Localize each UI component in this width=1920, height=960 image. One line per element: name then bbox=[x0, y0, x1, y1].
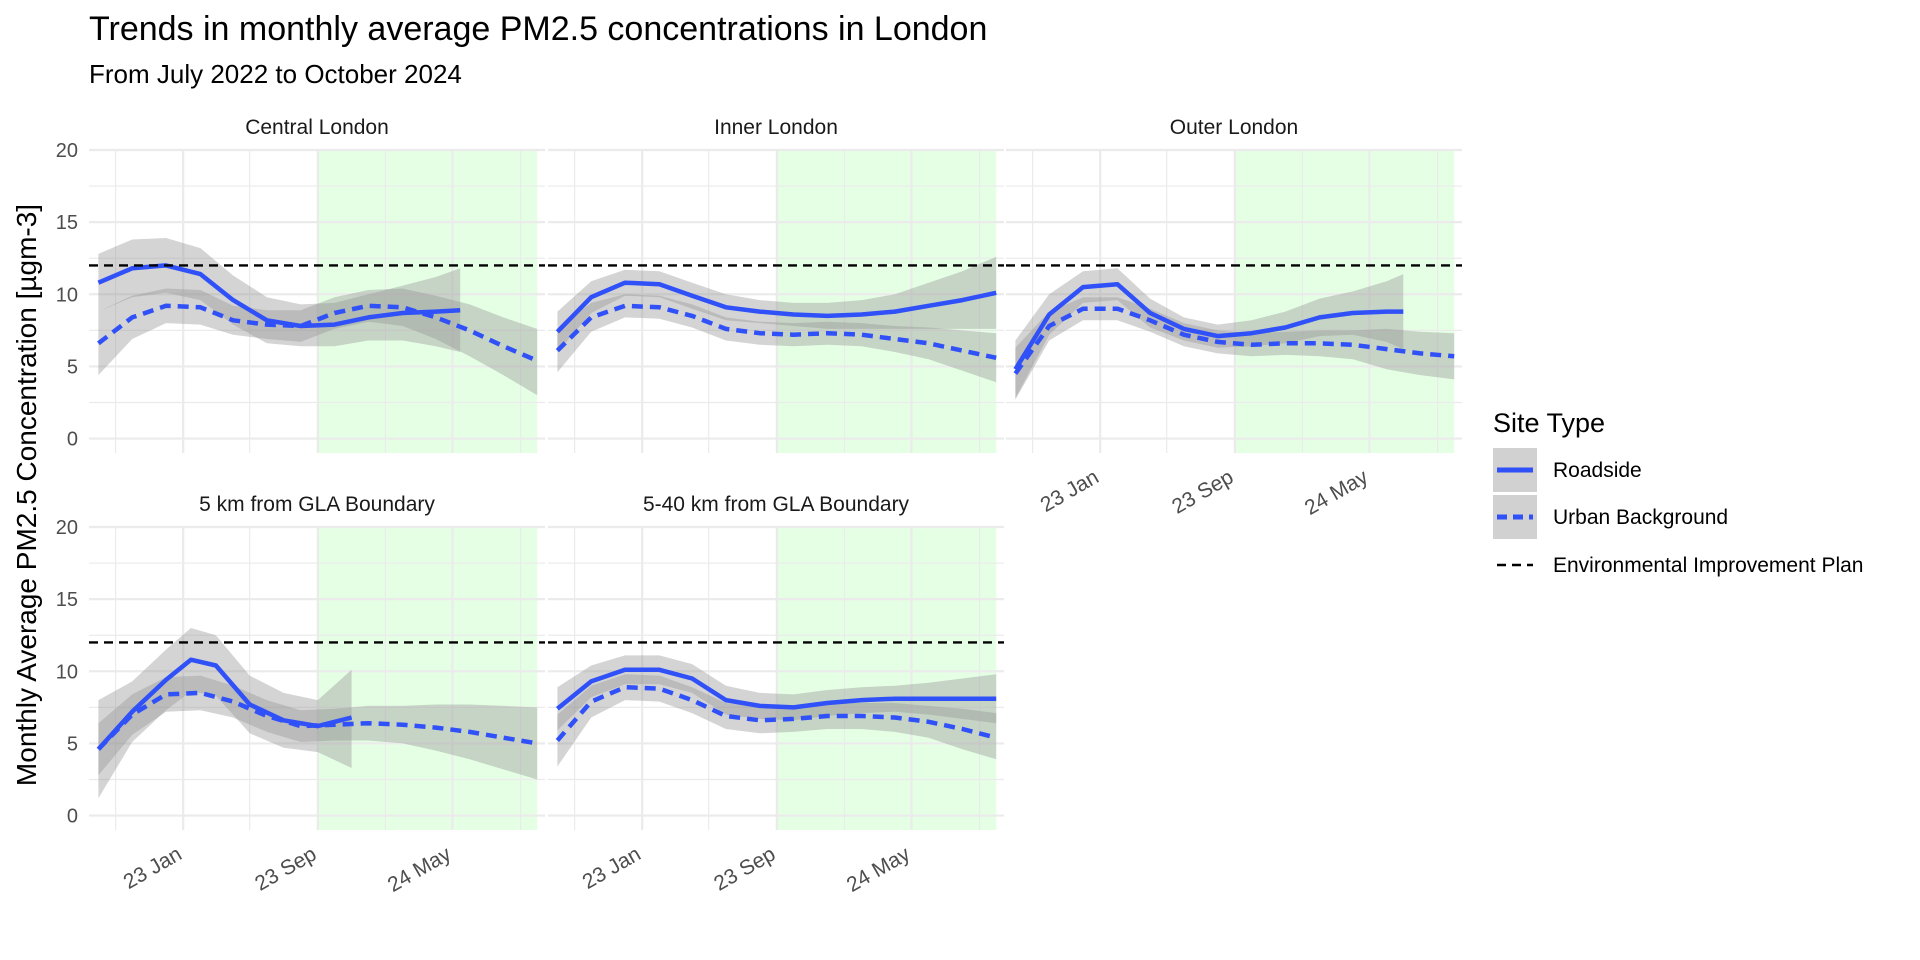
x-tick-label: 23 Jan bbox=[120, 842, 186, 893]
y-tick-label: 5 bbox=[67, 733, 78, 755]
x-tick-label: 23 Sep bbox=[1168, 465, 1237, 518]
panel-1: Central London 0 5 10 15 20 bbox=[56, 116, 545, 453]
series-line-urban-background bbox=[555, 303, 997, 361]
panel-title: Central London bbox=[245, 116, 389, 139]
x-tick-label: 23 Jan bbox=[579, 842, 645, 893]
y-tick-label: 5 bbox=[67, 356, 78, 378]
y-tick-label: 0 bbox=[67, 429, 78, 451]
y-tick-label: 15 bbox=[56, 212, 78, 234]
legend: Site Type Roadside Urban Background Envi… bbox=[1493, 408, 1863, 577]
y-tick-label: 15 bbox=[56, 589, 78, 611]
x-tick-label: 24 May bbox=[843, 842, 915, 897]
chart-title: Trends in monthly average PM2.5 concentr… bbox=[89, 10, 987, 48]
series-line-roadside bbox=[555, 280, 997, 334]
panel-4: 5 km from GLA Boundary 0 5 10 15 20 23 Jan 23 S… bbox=[56, 493, 545, 897]
x-tick-label: 24 May bbox=[1301, 465, 1373, 520]
confidence-band-roadside bbox=[557, 256, 997, 352]
y-tick-label: 20 bbox=[56, 140, 78, 162]
y-tick-label: 20 bbox=[56, 517, 78, 539]
legend-item-urban-background: Urban Background bbox=[1493, 495, 1728, 539]
facet-panels: Central London 0 5 10 15 20 Inner London Outer … bbox=[56, 116, 1462, 897]
panel-5: 5-40 km from GLA Boundary 23 Jan 23 Sep 24 … bbox=[548, 493, 1004, 897]
legend-label-roadside: Roadside bbox=[1553, 459, 1642, 482]
confidence-band-urban-background bbox=[1015, 297, 1455, 400]
y-tick-label: 10 bbox=[56, 284, 78, 306]
panel-title: 5 km from GLA Boundary bbox=[199, 493, 435, 516]
confidence-band-roadside bbox=[98, 238, 461, 352]
series-line-roadside bbox=[1013, 281, 1404, 371]
series-line-urban-background bbox=[96, 690, 538, 751]
y-tick-label: 0 bbox=[67, 806, 78, 828]
x-tick-label: 23 Sep bbox=[251, 842, 320, 895]
panel-title: 5-40 km from GLA Boundary bbox=[643, 493, 910, 516]
legend-item-environmental-improvement-plan: Environmental Improvement Plan bbox=[1497, 554, 1863, 577]
panel-3: Outer London 23 Jan 23 Sep 24 May bbox=[1006, 116, 1462, 520]
series-line-urban-background bbox=[555, 684, 997, 742]
chart-subtitle: From July 2022 to October 2024 bbox=[89, 59, 462, 89]
panel-2: Inner London bbox=[548, 116, 1004, 453]
x-tick-label: 23 Jan bbox=[1037, 465, 1103, 516]
y-axis-label: Monthly Average PM2.5 Concentration [µgm… bbox=[11, 204, 42, 786]
legend-item-roadside: Roadside bbox=[1493, 448, 1642, 492]
legend-label-environmental-improvement-plan: Environmental Improvement Plan bbox=[1553, 554, 1863, 577]
confidence-band-roadside bbox=[98, 628, 352, 799]
series-line-roadside bbox=[96, 657, 353, 751]
x-tick-label: 23 Sep bbox=[710, 842, 779, 895]
series-line-urban-background bbox=[97, 303, 539, 363]
confidence-band-urban-background bbox=[557, 674, 997, 767]
legend-label-urban-background: Urban Background bbox=[1553, 506, 1728, 529]
panel-title: Outer London bbox=[1170, 116, 1298, 139]
series-line-roadside bbox=[555, 667, 997, 711]
x-tick-label: 24 May bbox=[384, 842, 456, 897]
y-tick-label: 10 bbox=[56, 661, 78, 683]
panel-title: Inner London bbox=[714, 116, 838, 139]
legend-title: Site Type bbox=[1493, 408, 1605, 438]
confidence-band-urban-background bbox=[557, 294, 997, 383]
series-line-urban-background bbox=[1013, 306, 1455, 375]
